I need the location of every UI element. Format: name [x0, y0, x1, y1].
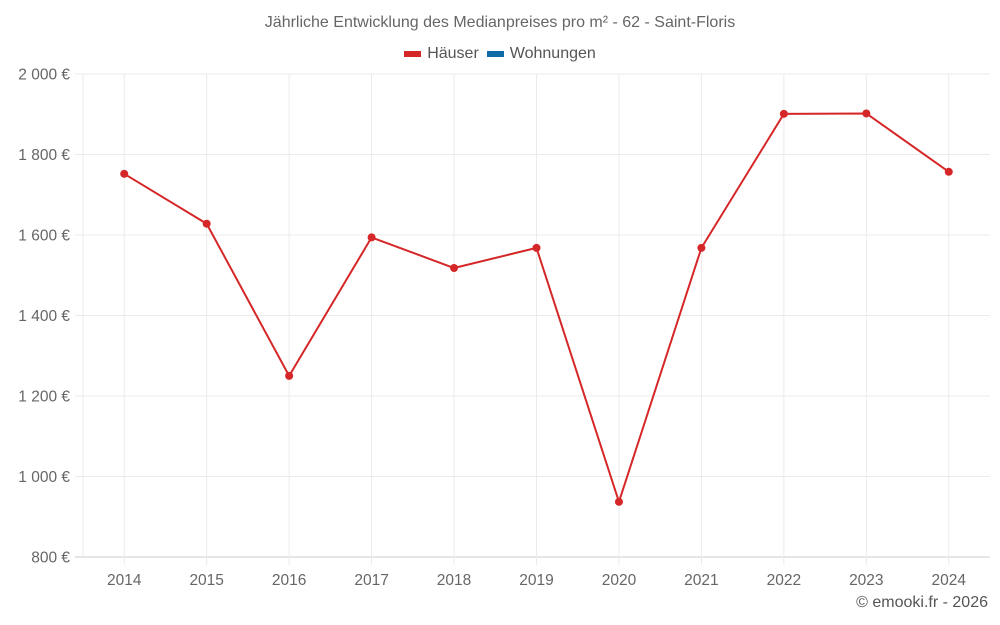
- x-tick-label: 2018: [437, 572, 471, 589]
- data-point[interactable]: [450, 264, 459, 273]
- x-tick-label: 2020: [602, 572, 637, 589]
- legend-item-haeuser[interactable]: Häuser: [404, 45, 479, 63]
- x-tick-label: 2016: [272, 572, 306, 589]
- x-tick-label: 2017: [354, 572, 388, 589]
- x-tick-label: 2023: [849, 572, 883, 589]
- x-tick-label: 2021: [684, 572, 718, 589]
- credit-text: © emooki.fr - 2026: [856, 594, 988, 611]
- data-point[interactable]: [202, 219, 211, 228]
- legend-swatch-wohnungen: [486, 51, 504, 57]
- x-tick-label: 2015: [189, 572, 223, 589]
- y-tick-label: 1 000 €: [18, 469, 70, 486]
- data-point[interactable]: [697, 243, 706, 252]
- y-tick-label: 1 400 €: [18, 308, 70, 325]
- legend-label-wohnungen: Wohnungen: [509, 45, 596, 62]
- x-tick-label: 2014: [107, 572, 142, 589]
- data-point[interactable]: [285, 371, 294, 380]
- legend: Häuser Wohnungen: [0, 45, 1000, 63]
- x-tick-label: 2019: [519, 572, 553, 589]
- data-point[interactable]: [862, 109, 871, 118]
- data-point[interactable]: [120, 169, 129, 178]
- y-tick-label: 1 800 €: [18, 147, 70, 164]
- chart-title: Jährliche Entwicklung des Medianpreises …: [264, 14, 736, 31]
- y-tick-label: 1 600 €: [18, 228, 70, 245]
- data-point[interactable]: [944, 167, 953, 176]
- data-point[interactable]: [532, 243, 541, 252]
- legend-swatch-haeuser: [404, 51, 422, 57]
- x-tick-label: 2024: [932, 572, 967, 589]
- x-tick-label: 2022: [767, 572, 801, 589]
- y-tick-label: 800 €: [31, 550, 70, 567]
- y-tick-label: 2 000 €: [18, 67, 70, 84]
- data-point[interactable]: [367, 233, 376, 242]
- legend-label-haeuser: Häuser: [427, 45, 479, 62]
- data-point[interactable]: [614, 497, 623, 506]
- legend-item-wohnungen[interactable]: Wohnungen: [486, 45, 596, 63]
- y-tick-label: 1 200 €: [18, 389, 70, 406]
- data-point[interactable]: [779, 109, 788, 118]
